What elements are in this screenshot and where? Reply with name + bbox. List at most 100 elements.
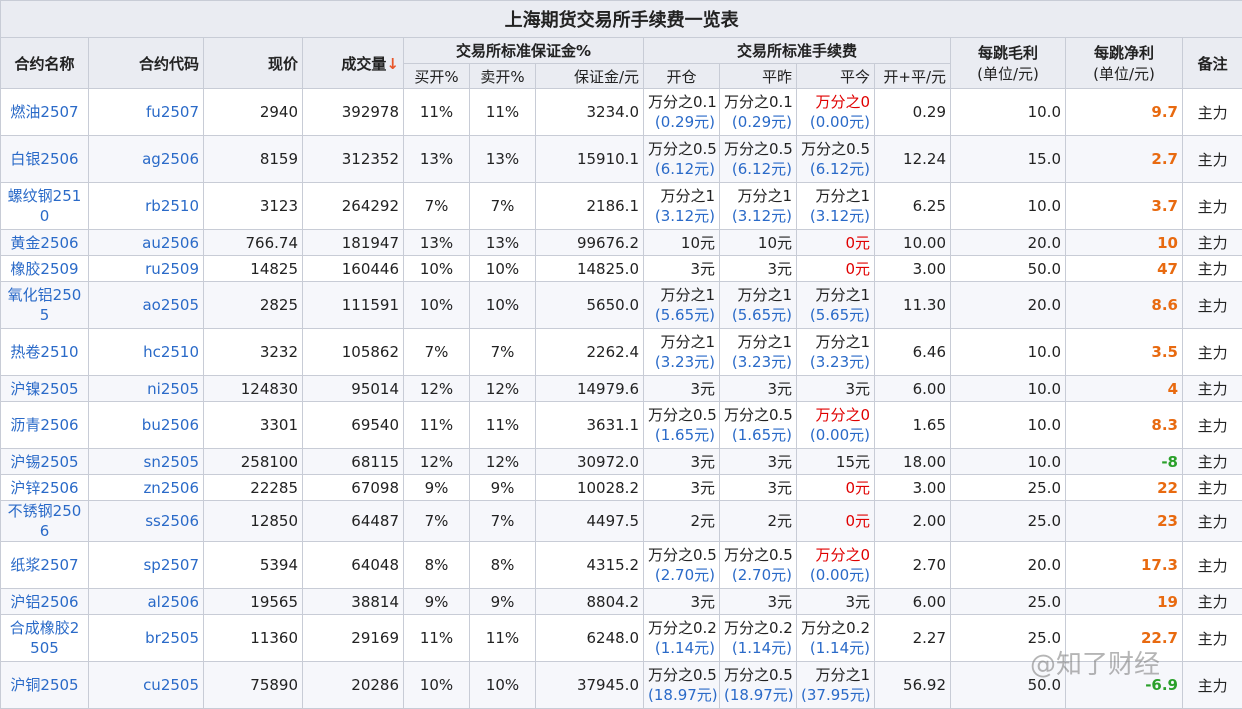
fee-amount: (1.14元) — [801, 638, 870, 658]
contract-name-link[interactable]: 沪锌2506 — [1, 475, 89, 501]
buy-open-cell: 10% — [404, 662, 470, 709]
fee-close-yesterday-cell: 万分之0.5(2.70元) — [720, 542, 797, 589]
contract-name-link[interactable]: 合成橡胶2505 — [1, 615, 89, 662]
contract-name-link[interactable]: 黄金2506 — [1, 230, 89, 256]
price-cell: 258100 — [204, 449, 303, 475]
contract-code-link[interactable]: ru2509 — [89, 256, 204, 282]
tick-net-cell: 10 — [1066, 230, 1183, 256]
header-remark: 备注 — [1183, 38, 1242, 89]
margin-cell: 10028.2 — [536, 475, 644, 501]
contract-name-link[interactable]: 螺纹钢2510 — [1, 183, 89, 230]
header-volume[interactable]: 成交量↓ — [303, 38, 404, 89]
contract-name-link[interactable]: 氧化铝2505 — [1, 282, 89, 329]
contract-code-link[interactable]: rb2510 — [89, 183, 204, 230]
tick-gross-cell: 25.0 — [951, 475, 1066, 501]
contract-code-link[interactable]: hc2510 — [89, 329, 204, 376]
contract-code-link[interactable]: sn2505 — [89, 449, 204, 475]
header-open: 开仓 — [644, 64, 720, 89]
fee-amount: (1.14元) — [648, 638, 715, 658]
contract-name-link[interactable]: 白银2506 — [1, 136, 89, 183]
fee-close-yesterday-cell: 万分之0.1(0.29元) — [720, 89, 797, 136]
tick-net-cell: 8.3 — [1066, 402, 1183, 449]
contract-code-link[interactable]: ao2505 — [89, 282, 204, 329]
header-close-yesterday: 平昨 — [720, 64, 797, 89]
buy-open-cell: 11% — [404, 402, 470, 449]
contract-code-link[interactable]: au2506 — [89, 230, 204, 256]
buy-open-cell: 9% — [404, 589, 470, 615]
contract-name-link[interactable]: 沪铜2505 — [1, 662, 89, 709]
contract-code-link[interactable]: bu2506 — [89, 402, 204, 449]
contract-code-link[interactable]: fu2507 — [89, 89, 204, 136]
price-cell: 2940 — [204, 89, 303, 136]
fee-rate: 0元 — [801, 259, 870, 279]
fee-amount: (1.65元) — [648, 425, 715, 445]
header-tick-gross-label: 每跳毛利 — [955, 42, 1061, 63]
fee-rate: 万分之1 — [648, 332, 715, 352]
tick-gross-cell: 15.0 — [951, 136, 1066, 183]
tick-net-cell: 9.7 — [1066, 89, 1183, 136]
contract-code-link[interactable]: ni2505 — [89, 376, 204, 402]
fee-amount: (3.12元) — [801, 206, 870, 226]
header-tick-gross-unit: (单位/元) — [955, 63, 1061, 84]
fee-open-cell: 10元 — [644, 230, 720, 256]
contract-code-link[interactable]: br2505 — [89, 615, 204, 662]
remark-cell: 主力 — [1183, 256, 1242, 282]
contract-code-link[interactable]: ss2506 — [89, 501, 204, 542]
fee-amount: (3.12元) — [648, 206, 715, 226]
sell-open-cell: 11% — [470, 402, 536, 449]
sell-open-cell: 7% — [470, 501, 536, 542]
fee-rate: 2元 — [724, 511, 792, 531]
fee-open-cell: 万分之0.2(1.14元) — [644, 615, 720, 662]
contract-name-link[interactable]: 热卷2510 — [1, 329, 89, 376]
fee-amount: (0.29元) — [724, 112, 792, 132]
fee-close-today-cell: 3元 — [797, 589, 875, 615]
sort-down-icon[interactable]: ↓ — [386, 55, 399, 73]
fee-close-today-cell: 0元 — [797, 230, 875, 256]
price-cell: 8159 — [204, 136, 303, 183]
contract-name-link[interactable]: 沥青2506 — [1, 402, 89, 449]
contract-name-link[interactable]: 橡胶2509 — [1, 256, 89, 282]
fee-close-yesterday-cell: 3元 — [720, 449, 797, 475]
fee-amount: (37.95元) — [801, 685, 870, 705]
contract-name-link[interactable]: 沪铝2506 — [1, 589, 89, 615]
buy-open-cell: 7% — [404, 501, 470, 542]
price-cell: 3301 — [204, 402, 303, 449]
contract-code-link[interactable]: cu2505 — [89, 662, 204, 709]
tick-gross-cell: 10.0 — [951, 89, 1066, 136]
sell-open-cell: 11% — [470, 89, 536, 136]
fee-rate: 3元 — [648, 592, 715, 612]
fee-close-yesterday-cell: 万分之0.5(18.97元) — [720, 662, 797, 709]
contract-name-link[interactable]: 纸浆2507 — [1, 542, 89, 589]
header-margin-group: 交易所标准保证金% — [404, 38, 644, 64]
contract-name-link[interactable]: 燃油2507 — [1, 89, 89, 136]
price-cell: 3232 — [204, 329, 303, 376]
sell-open-cell: 13% — [470, 136, 536, 183]
contract-code-link[interactable]: al2506 — [89, 589, 204, 615]
volume-cell: 312352 — [303, 136, 404, 183]
sell-open-cell: 13% — [470, 230, 536, 256]
tick-net-cell: 3.7 — [1066, 183, 1183, 230]
open-close-cell: 2.70 — [875, 542, 951, 589]
page-title: 上海期货交易所手续费一览表 — [1, 1, 1242, 38]
fee-rate: 万分之1 — [801, 186, 870, 206]
buy-open-cell: 7% — [404, 329, 470, 376]
fee-open-cell: 3元 — [644, 449, 720, 475]
contract-code-link[interactable]: sp2507 — [89, 542, 204, 589]
fee-rate: 万分之0.5 — [724, 405, 792, 425]
fee-rate: 万分之0.5 — [724, 545, 792, 565]
contract-code-link[interactable]: ag2506 — [89, 136, 204, 183]
tick-gross-cell: 25.0 — [951, 615, 1066, 662]
contract-name-link[interactable]: 沪锡2505 — [1, 449, 89, 475]
fee-open-cell: 万分之1(5.65元) — [644, 282, 720, 329]
fee-close-today-cell: 万分之1(3.23元) — [797, 329, 875, 376]
contract-name-link[interactable]: 不锈钢2506 — [1, 501, 89, 542]
tick-gross-cell: 25.0 — [951, 501, 1066, 542]
contract-code-link[interactable]: zn2506 — [89, 475, 204, 501]
contract-name-link[interactable]: 沪镍2505 — [1, 376, 89, 402]
